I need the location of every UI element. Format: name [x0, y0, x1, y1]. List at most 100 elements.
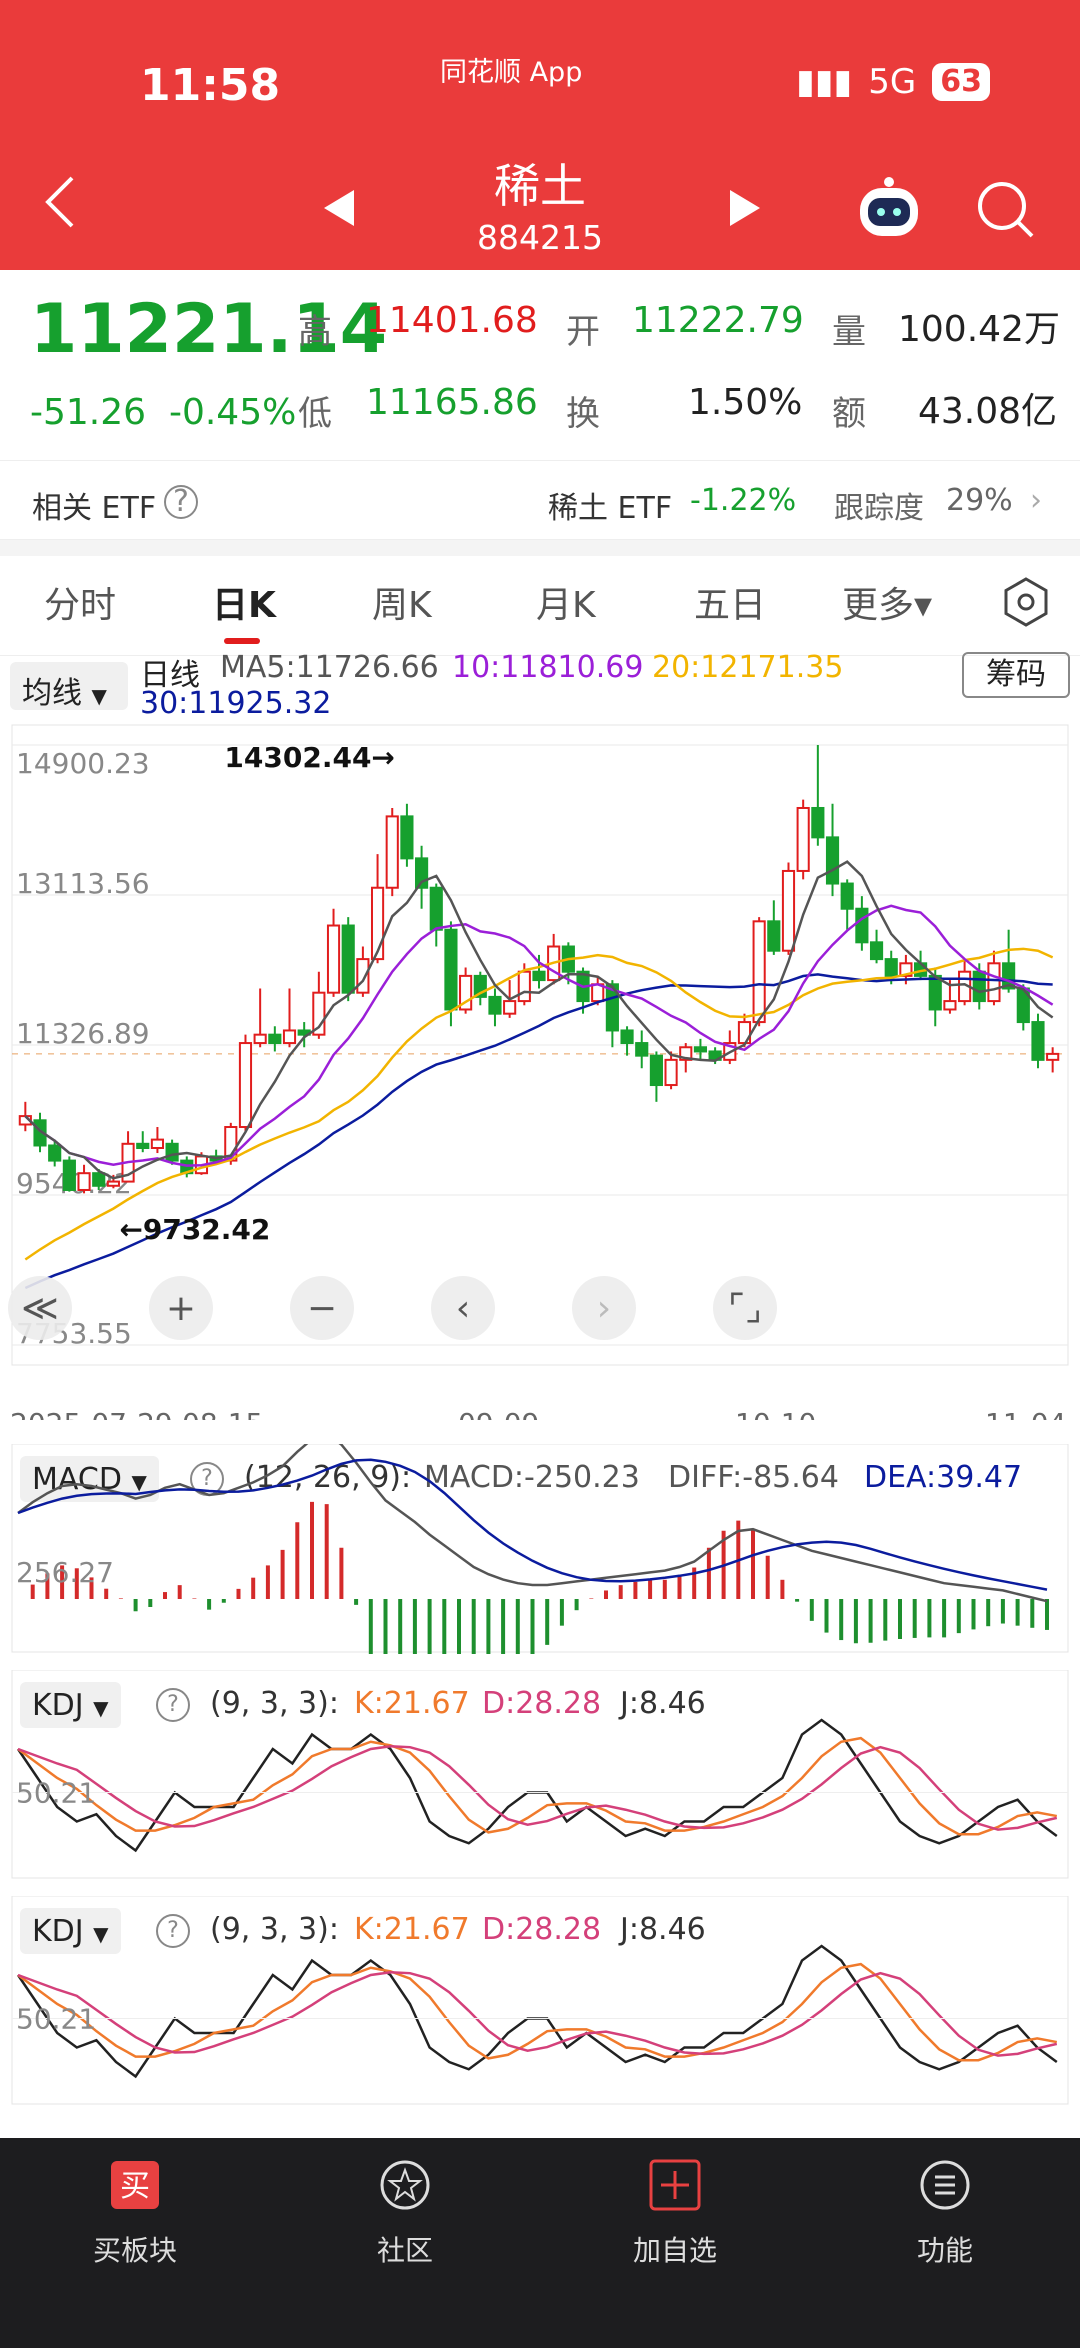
help-icon[interactable]: ?: [156, 1688, 190, 1722]
scroll-left-button[interactable]: ‹: [431, 1276, 495, 1340]
candle: [855, 896, 869, 951]
kdj-chart-2[interactable]: 50.21: [0, 1896, 1080, 2106]
tab-monthly-k[interactable]: 月K: [536, 585, 596, 626]
candle-body: [517, 970, 531, 1003]
k-value: K:21.67: [354, 1686, 470, 1721]
candle: [429, 883, 443, 947]
y-tick-label: 11326.89: [16, 1017, 150, 1050]
candle: [664, 1051, 678, 1090]
candle: [356, 946, 370, 997]
back-button[interactable]: [40, 172, 80, 236]
x-tick-label: 2025-07-29: [10, 1407, 173, 1420]
zoom-out-button[interactable]: −: [290, 1276, 354, 1340]
help-icon[interactable]: ?: [156, 1914, 190, 1948]
bottom-nav: 买 买板块 社区 加自选 功能: [0, 2138, 1080, 2348]
candle: [136, 1131, 150, 1153]
control-icon: −: [307, 1288, 337, 1329]
control-icon: ›: [597, 1288, 611, 1329]
candle-body: [796, 806, 810, 872]
section-divider: [0, 540, 1080, 556]
tracking-label: 跟踪度: [834, 491, 924, 526]
status-bar-right: ▮▮▮ 5G 63: [796, 62, 990, 102]
control-icon: ≪: [21, 1288, 59, 1329]
d-value: D:28.28: [482, 1912, 602, 1947]
extreme-annotation: 14302.44→: [224, 741, 394, 774]
ma-selector[interactable]: 均线 ▼: [10, 662, 128, 711]
scroll-right-button[interactable]: ›: [572, 1276, 636, 1340]
search-button[interactable]: [974, 178, 1038, 246]
nav-buy-sector[interactable]: 买 买板块: [35, 2158, 235, 2269]
nav-label: 买板块: [92, 2234, 177, 2267]
control-circle: [572, 1276, 636, 1340]
ma10-line: [24, 904, 1054, 1167]
nav-label: 社区: [376, 2234, 433, 2267]
d-line: [17, 1745, 1058, 1831]
ma5-line: [24, 860, 1054, 1180]
j-value: J:8.46: [620, 1912, 706, 1947]
candle-body: [855, 907, 869, 944]
help-icon[interactable]: ?: [164, 485, 198, 519]
volume-value: 100.42万: [898, 309, 1060, 350]
candle-body: [238, 1042, 253, 1129]
k-value: K:21.67: [354, 1912, 470, 1947]
tab-weekly-k[interactable]: 周K: [372, 585, 432, 626]
candle-body: [400, 815, 414, 860]
candle: [737, 1013, 752, 1048]
chip-distribution-button[interactable]: 筹码: [962, 652, 1070, 698]
open-label: 开: [566, 312, 600, 352]
candle-body: [884, 958, 898, 977]
candle-body: [341, 924, 355, 994]
kdj-selector-2[interactable]: KDJ ▼: [20, 1908, 121, 1954]
robot-assistant-button[interactable]: [854, 174, 924, 248]
kdj-selector-label: KDJ: [32, 1688, 84, 1723]
candle-body: [825, 836, 840, 885]
nav-label: 加自选: [632, 2234, 717, 2267]
settings-icon: [1004, 577, 1048, 627]
prev-stock-button[interactable]: [322, 188, 356, 232]
caret-down-icon: ▼: [131, 1470, 147, 1494]
high-label: 高: [298, 312, 332, 352]
tab-daily-k[interactable]: 日K: [212, 585, 276, 626]
kline-chart[interactable]: 14900.2313113.5611326.899540.227753.5514…: [0, 720, 1080, 1420]
candle: [532, 954, 546, 989]
tab-intraday[interactable]: 分时: [44, 585, 117, 626]
nav-functions[interactable]: 功能: [845, 2158, 1045, 2269]
candle: [48, 1139, 62, 1167]
candle: [473, 971, 487, 1006]
candle-body: [429, 886, 443, 931]
tab-five-day[interactable]: 五日: [694, 585, 767, 626]
low-value: 11165.86: [366, 382, 538, 423]
price-change: -51.26 -0.45%: [30, 392, 296, 433]
ma20-line: [24, 947, 1054, 1261]
candle-body: [767, 920, 781, 952]
candle-body: [356, 958, 370, 994]
kdj-chart[interactable]: 50.21: [0, 1670, 1080, 1880]
kdj-y-tick: 50.21: [16, 2003, 96, 2036]
control-circle: [149, 1276, 213, 1340]
candle: [370, 854, 385, 964]
collapse-left-button[interactable]: ≪: [8, 1276, 72, 1340]
tab-more[interactable]: 更多▾: [842, 585, 933, 626]
candle-body: [312, 991, 326, 1036]
fullscreen-button[interactable]: ⌜⌟: [713, 1276, 777, 1340]
candle-body: [781, 869, 796, 952]
nav-add-watchlist[interactable]: 加自选: [575, 2158, 775, 2269]
candle-body: [987, 962, 1001, 1003]
candle: [693, 1038, 708, 1060]
next-stock-button[interactable]: [728, 188, 762, 232]
candle: [649, 1051, 663, 1102]
candle: [400, 803, 414, 867]
turnover-label: 换: [566, 394, 600, 434]
related-etf-row[interactable]: 相关 ETF ? 稀土 ETF -1.22% 跟踪度 29% ›: [0, 460, 1080, 540]
macd-chart[interactable]: 256.27: [0, 1444, 1080, 1654]
zoom-in-button[interactable]: +: [149, 1276, 213, 1340]
candle: [767, 900, 781, 955]
candle-body: [48, 1144, 62, 1162]
kdj-selector[interactable]: KDJ ▼: [20, 1682, 121, 1728]
menu-icon: [920, 2160, 970, 2210]
chart-settings-button[interactable]: [1000, 576, 1052, 632]
candle-body: [503, 1000, 517, 1015]
candle: [326, 908, 341, 997]
nav-community[interactable]: 社区: [305, 2158, 505, 2269]
candle-body: [253, 1033, 267, 1045]
